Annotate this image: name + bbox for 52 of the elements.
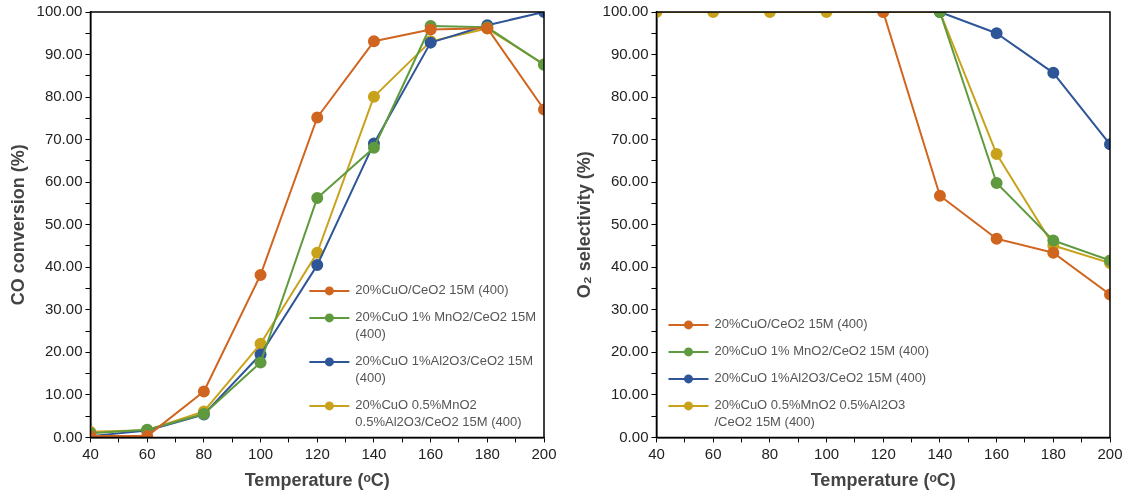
x-tick-label: 140: [361, 444, 387, 462]
legend-label: 20%CuO 0.5%MnO2 0.5%Al2O3/CeO2 15M (400): [355, 397, 522, 430]
y-tick-label: 70.00: [44, 129, 83, 147]
y-tick-label: 80.00: [610, 87, 649, 105]
y-tick-label: 60.00: [610, 172, 649, 190]
y-tick-label: 100.00: [602, 2, 649, 20]
legend-label: 20%CuO/CeO2 15M (400): [714, 316, 868, 332]
x-tick-label: 60: [704, 444, 722, 462]
x-tick-label: 120: [870, 444, 896, 462]
x-tick-label: 200: [531, 444, 557, 462]
x-tick-label: 80: [195, 444, 213, 462]
legend-label: 20%CuO 1% MnO2/CeO2 15M (400): [714, 343, 930, 359]
legend-label: 20%CuO 1%Al2O3/CeO2 15M (400): [714, 370, 927, 386]
y-tick-label: 20.00: [610, 342, 649, 360]
y-tick-label: 60.00: [44, 172, 83, 190]
legend-label: 20%CuO 0.5%MnO2 0.5%Al2O3 /CeO2 15M (400): [714, 397, 906, 430]
y-tick-label: 40.00: [610, 257, 649, 275]
x-axis-title: Temperature (ᵒC): [244, 470, 390, 491]
legend-label: 20%CuO 1%Al2O3/CeO2 15M (400): [355, 353, 534, 386]
x-tick-label: 140: [927, 444, 953, 462]
y-tick-label: 50.00: [610, 214, 649, 232]
y-tick-label: 30.00: [610, 299, 649, 317]
x-tick-label: 40: [82, 444, 99, 462]
x-tick-label: 180: [474, 444, 500, 462]
legend-label: 20%CuO/CeO2 15M (400): [355, 282, 509, 298]
x-tick-label: 40: [648, 444, 665, 462]
y-tick-label: 90.00: [610, 44, 649, 62]
x-tick-label: 160: [984, 444, 1010, 462]
y-tick-label: 0.00: [53, 427, 83, 445]
y-tick-label: 90.00: [44, 44, 83, 62]
x-axis-title: Temperature (ᵒC): [810, 470, 956, 491]
y-tick-label: 0.00: [619, 427, 649, 445]
y-tick-label: 100.00: [36, 2, 83, 20]
y-axis-title: O₂ selectivity (%): [573, 151, 594, 299]
y-tick-label: 10.00: [44, 385, 83, 402]
x-tick-label: 100: [248, 444, 274, 462]
y-tick-label: 30.00: [44, 299, 83, 317]
y-tick-label: 70.00: [610, 129, 649, 147]
y-tick-label: 40.00: [44, 257, 83, 275]
y-tick-label: 10.00: [610, 385, 649, 402]
y-tick-label: 50.00: [44, 214, 83, 232]
x-tick-label: 180: [1040, 444, 1066, 462]
y-tick-label: 80.00: [44, 87, 83, 105]
x-tick-label: 160: [418, 444, 444, 462]
x-tick-label: 60: [138, 444, 156, 462]
x-tick-label: 200: [1097, 444, 1123, 462]
x-tick-label: 120: [304, 444, 330, 462]
y-tick-label: 20.00: [44, 342, 83, 360]
x-tick-label: 80: [761, 444, 779, 462]
legend-label: 20%CuO 1% MnO2/CeO2 15M (400): [355, 309, 537, 342]
x-tick-label: 100: [814, 444, 840, 462]
y-axis-title: CO conversion (%): [7, 144, 28, 306]
